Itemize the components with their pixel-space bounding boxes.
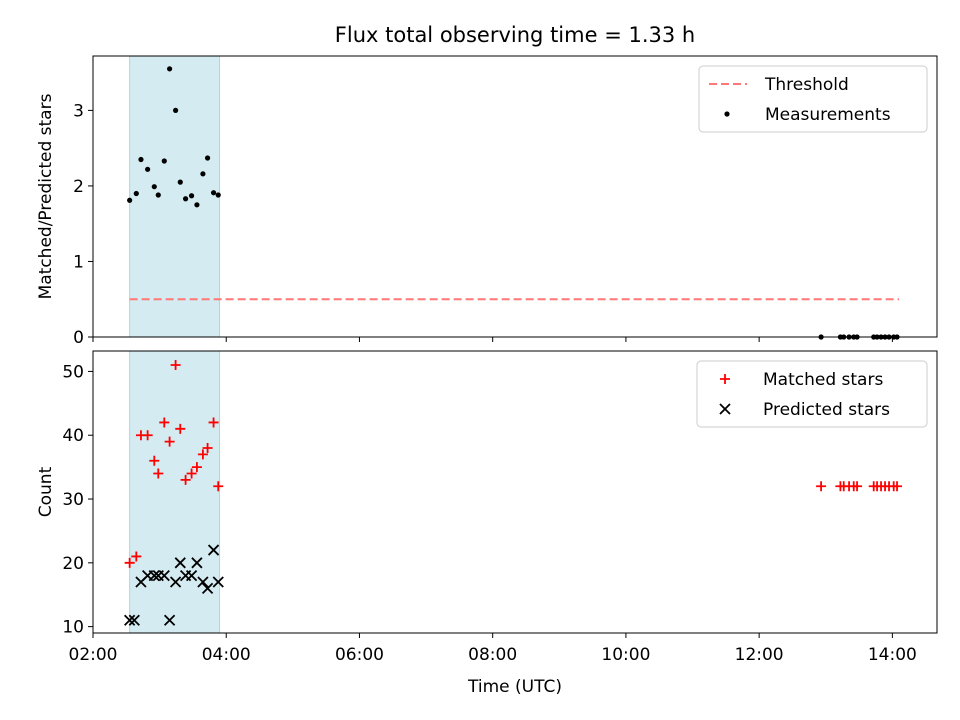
matched-point	[131, 551, 142, 562]
predicted-point	[174, 557, 186, 569]
x-tick-label: 08:00	[468, 645, 517, 665]
matched-point	[164, 436, 175, 447]
y-tick-label: 40	[62, 426, 84, 446]
y-tick-label: 0	[73, 328, 84, 348]
matched-point	[892, 481, 903, 492]
matched-point	[208, 417, 219, 428]
measurement-point	[204, 155, 211, 161]
legend-box	[698, 65, 928, 133]
measurement-point	[182, 196, 189, 202]
matched-point	[186, 468, 197, 479]
legend-predicted-marker	[719, 403, 731, 415]
observing-span	[129, 55, 221, 338]
y-tick-label: 2	[73, 177, 84, 197]
x-tick-label: 12:00	[735, 645, 784, 665]
matched-point	[175, 423, 186, 434]
measurement-point	[210, 190, 217, 196]
measurement-point	[215, 192, 221, 198]
legend-label: Threshold	[764, 75, 849, 95]
measurement-point	[188, 193, 195, 199]
measurement-point	[194, 202, 200, 208]
y-tick-label: 20	[62, 554, 84, 574]
series-measurements	[127, 66, 900, 340]
measurement-point	[133, 190, 139, 197]
measurement-point	[173, 107, 179, 113]
matched-point	[816, 481, 827, 492]
legend-matched-marker	[720, 374, 730, 384]
matched-point	[170, 360, 181, 371]
matched-point	[180, 474, 191, 485]
predicted-point	[191, 557, 203, 569]
matched-point	[197, 449, 208, 460]
axes-frame	[92, 350, 938, 634]
y-tick-label: 1	[73, 252, 84, 272]
top-panel: 0 1 2 3 Matched/Predicted stars Threshold Meas…	[36, 55, 938, 348]
measurement-point	[177, 179, 183, 185]
measurement-point	[200, 171, 206, 177]
matched-point	[149, 455, 160, 466]
bottom-panel: 10 20 30 40 50 02:00 04:00 06:00 08:00 10:00 12:00…	[36, 350, 938, 697]
legend-label: Predicted stars	[763, 400, 890, 420]
predicted-point	[158, 569, 170, 582]
predicted-point	[207, 544, 220, 556]
series-predicted-stars	[124, 544, 224, 626]
matched-point	[852, 481, 863, 492]
predicted-point	[128, 614, 140, 626]
measurement-point	[167, 66, 173, 72]
legend: Matched stars Predicted stars	[696, 360, 928, 428]
x-tick-label: 06:00	[335, 645, 384, 665]
x-tick-label: 04:00	[202, 645, 251, 665]
predicted-point	[169, 576, 182, 588]
measurement-point	[161, 158, 167, 164]
predicted-point	[185, 569, 198, 582]
legend-measurement-marker	[724, 111, 730, 117]
matched-point	[153, 468, 164, 479]
measurement-point	[155, 192, 161, 198]
predicted-point	[212, 576, 224, 588]
series-matched-stars	[124, 360, 903, 568]
measurement-point	[151, 184, 157, 190]
legend-label: Matched stars	[763, 370, 883, 390]
y-axis-label: Count	[36, 466, 56, 517]
x-axis-label: Time (UTC)	[467, 677, 562, 697]
x-tick-label: 10:00	[601, 645, 650, 665]
predicted-point	[124, 614, 136, 626]
legend-box	[696, 360, 928, 428]
measurement-point	[127, 197, 133, 203]
chart-title: Flux total observing time = 1.33 h	[335, 23, 695, 47]
predicted-point	[201, 582, 214, 594]
y-tick-label: 10	[62, 618, 84, 638]
y-axis-label: Matched/Predicted stars	[36, 93, 56, 299]
y-tick-label: 30	[62, 490, 84, 510]
legend: Threshold Measurements	[698, 65, 928, 133]
x-tick-label: 14:00	[868, 645, 917, 665]
matched-point	[202, 442, 213, 453]
y-tick-label: 50	[62, 362, 84, 382]
predicted-point	[148, 569, 160, 582]
matched-point	[191, 462, 202, 473]
predicted-point	[197, 576, 209, 588]
predicted-point	[163, 614, 176, 626]
axes-frame	[92, 55, 938, 338]
matched-point	[124, 557, 135, 568]
matched-point	[142, 430, 153, 441]
legend-label: Measurements	[765, 105, 891, 125]
y-tick-label: 3	[73, 101, 84, 121]
matched-point	[159, 417, 170, 428]
x-tick-label: 02:00	[69, 645, 118, 665]
measurement-point	[138, 156, 144, 163]
matched-point	[213, 481, 224, 492]
measurement-point	[145, 166, 151, 172]
